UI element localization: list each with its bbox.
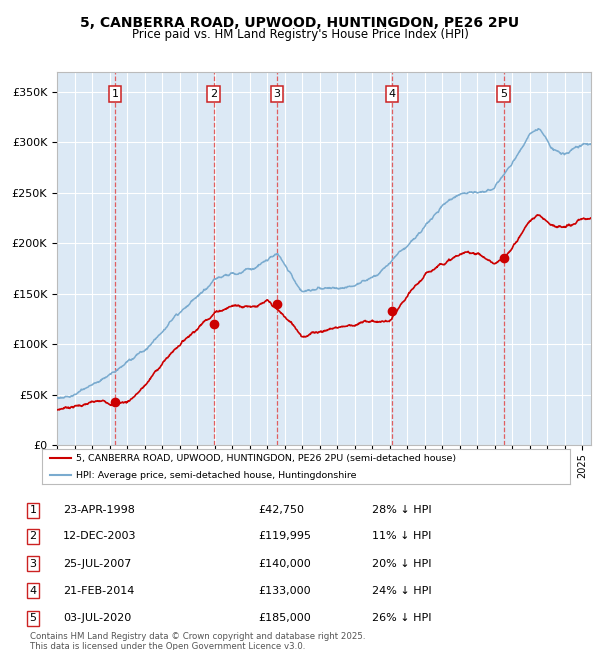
Text: HPI: Average price, semi-detached house, Huntingdonshire: HPI: Average price, semi-detached house,… xyxy=(76,471,357,480)
Text: 1: 1 xyxy=(29,505,37,515)
Text: Price paid vs. HM Land Registry's House Price Index (HPI): Price paid vs. HM Land Registry's House … xyxy=(131,28,469,41)
Text: 2: 2 xyxy=(210,88,217,99)
Text: 4: 4 xyxy=(29,586,37,596)
Text: £119,995: £119,995 xyxy=(258,531,311,541)
Text: £133,000: £133,000 xyxy=(258,586,311,596)
Text: £42,750: £42,750 xyxy=(258,505,304,515)
Text: 23-APR-1998: 23-APR-1998 xyxy=(63,505,135,515)
Text: 26% ↓ HPI: 26% ↓ HPI xyxy=(372,613,431,623)
Text: 5, CANBERRA ROAD, UPWOOD, HUNTINGDON, PE26 2PU: 5, CANBERRA ROAD, UPWOOD, HUNTINGDON, PE… xyxy=(80,16,520,31)
Text: 21-FEB-2014: 21-FEB-2014 xyxy=(63,586,134,596)
Text: 24% ↓ HPI: 24% ↓ HPI xyxy=(372,586,431,596)
Text: 5, CANBERRA ROAD, UPWOOD, HUNTINGDON, PE26 2PU (semi-detached house): 5, CANBERRA ROAD, UPWOOD, HUNTINGDON, PE… xyxy=(76,454,457,463)
Text: £185,000: £185,000 xyxy=(258,613,311,623)
Text: 25-JUL-2007: 25-JUL-2007 xyxy=(63,558,131,569)
Text: 12-DEC-2003: 12-DEC-2003 xyxy=(63,531,137,541)
Text: 5: 5 xyxy=(500,88,507,99)
Text: 20% ↓ HPI: 20% ↓ HPI xyxy=(372,558,431,569)
Text: Contains HM Land Registry data © Crown copyright and database right 2025.
This d: Contains HM Land Registry data © Crown c… xyxy=(30,632,365,650)
Text: £140,000: £140,000 xyxy=(258,558,311,569)
Text: 1: 1 xyxy=(112,88,118,99)
Text: 5: 5 xyxy=(29,613,37,623)
Text: 03-JUL-2020: 03-JUL-2020 xyxy=(63,613,131,623)
Text: 3: 3 xyxy=(274,88,280,99)
Text: 11% ↓ HPI: 11% ↓ HPI xyxy=(372,531,431,541)
Text: 4: 4 xyxy=(388,88,395,99)
Text: 3: 3 xyxy=(29,558,37,569)
Text: 2: 2 xyxy=(29,531,37,541)
Text: 28% ↓ HPI: 28% ↓ HPI xyxy=(372,505,431,515)
